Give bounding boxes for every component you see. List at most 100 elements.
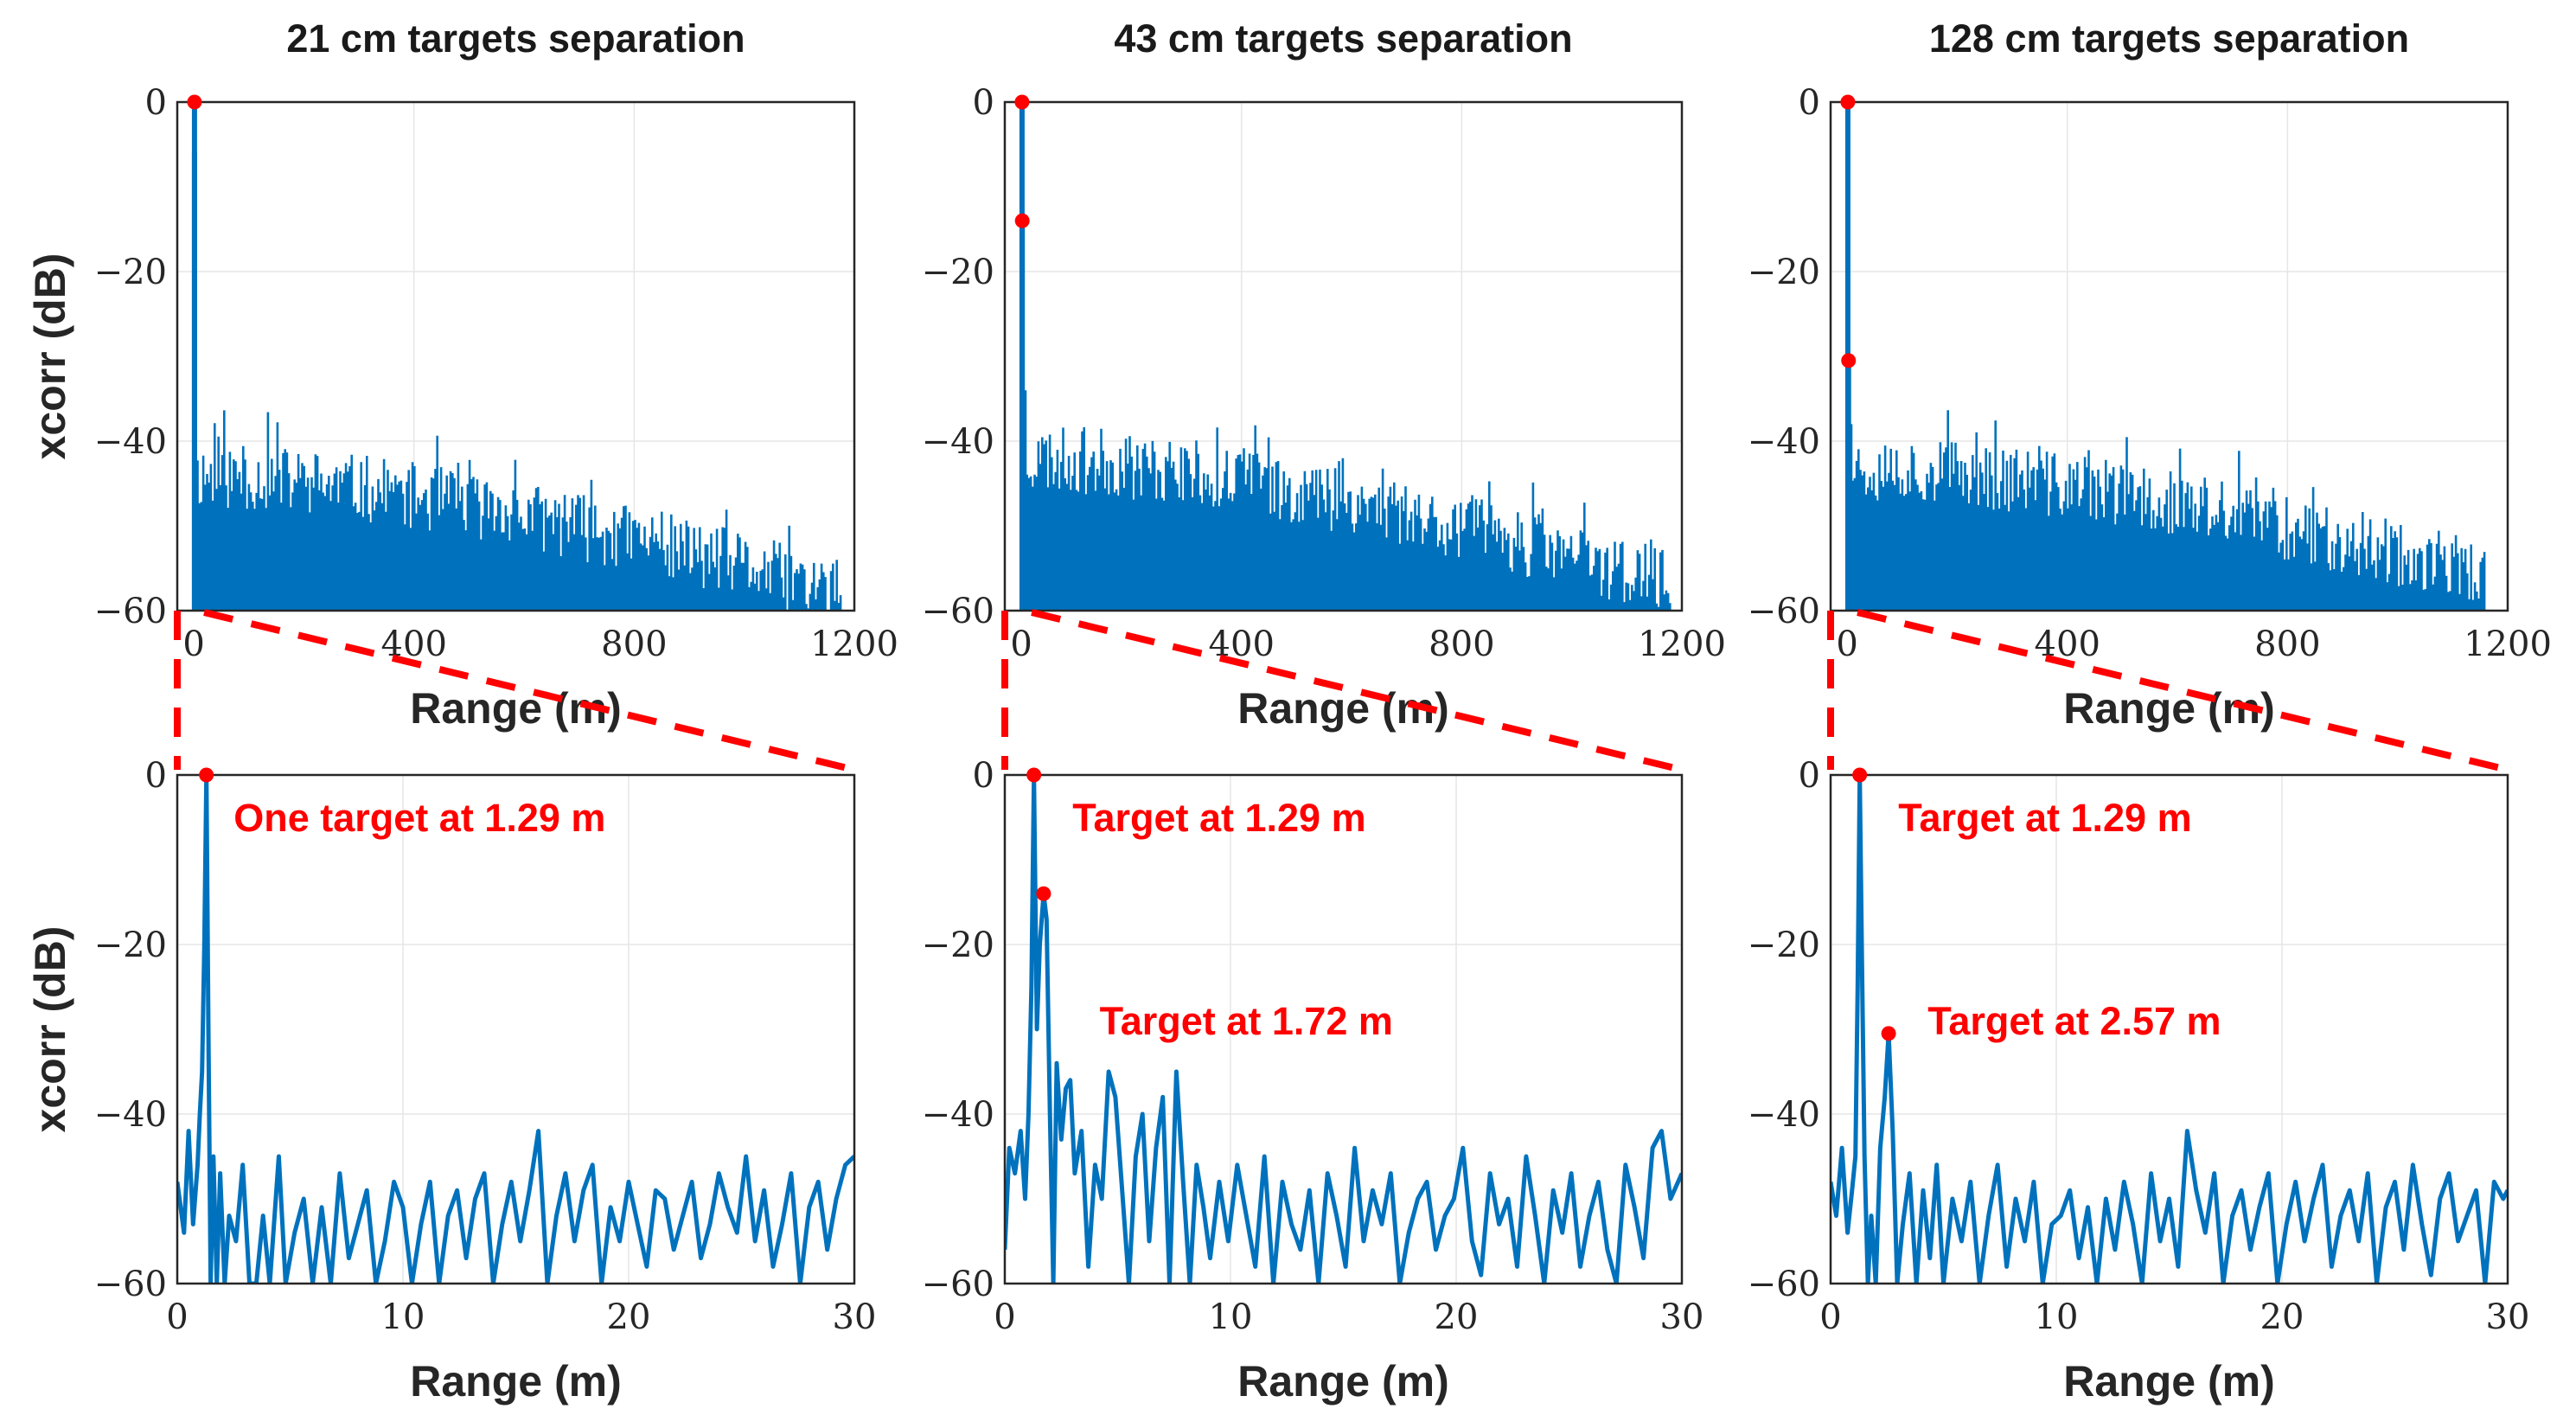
peak-marker [1881,1026,1896,1041]
x-tick-label: 30 [833,1297,877,1337]
y-tick-label: −60 [94,592,167,631]
y-tick-label: −40 [1748,1095,1820,1135]
x-tick-label: 400 [1209,624,1275,664]
axes-frame [1003,100,1684,612]
peak-marker [1852,767,1868,783]
axes-frame [1829,773,2509,1285]
target-annotation: Target at 1.29 m [1072,796,1365,840]
x-tick-label: 0 [1836,624,1857,664]
zoom-line-right [203,609,855,773]
x-tick-label: 800 [601,624,667,664]
series-group [177,772,854,1284]
y-tick-label: −20 [94,925,167,965]
xcorr-series-line [177,772,854,1284]
y-tick-label: −40 [922,1095,994,1135]
axes-frame [176,100,856,612]
x-tick-label: 0 [166,1297,188,1337]
x-tick-label: 400 [2035,624,2100,664]
peak-marker [1026,767,1042,783]
target-annotation: Target at 2.57 m [1927,999,2221,1043]
noise-floor-series [192,410,842,611]
chart-title: 43 cm targets separation [1114,16,1572,61]
x-tick-label: 1200 [1638,624,1726,664]
x-axis-label: Range (m) [1237,1357,1448,1406]
series-group [1005,772,1682,1284]
noise-floor-series [1845,410,2486,611]
x-tick-label: 400 [381,624,447,664]
x-tick-label: 0 [182,624,204,664]
chart-bottom-left: 0 10 20 30 −60 −40 −20 0 Range (m) xcorr (dB) One … [26,756,876,1406]
y-tick-label: 0 [145,83,167,123]
x-tick-label: 1200 [810,624,898,664]
x-tick-label: 20 [1435,1297,1479,1337]
x-tick-label: 10 [381,1297,425,1337]
target-annotation: Target at 1.72 m [1100,999,1393,1043]
peak-marker [1036,886,1051,901]
target-annotation: Target at 1.29 m [1898,796,2191,840]
y-tick-label: −20 [922,253,994,292]
x-tick-label: 20 [2260,1297,2304,1337]
series-group [1831,772,2508,1284]
y-tick-label: −40 [922,422,994,462]
y-tick-label: 0 [973,83,994,123]
y-tick-label: −40 [94,422,167,462]
x-axis-label: Range (m) [2063,1357,2274,1406]
peak-marker [1841,353,1857,368]
y-tick-label: −60 [922,592,994,631]
y-tick-label: 0 [1799,756,1820,796]
zoom-line-right [1857,609,2509,773]
x-tick-label: 1200 [2464,624,2552,664]
y-tick-label: −20 [922,925,994,965]
axes-frame [1003,773,1684,1285]
x-axis-label: Range (m) [410,1357,621,1406]
y-tick-label: −20 [94,253,167,292]
y-tick-label: −60 [922,1265,994,1304]
y-tick-label: −60 [94,1265,167,1304]
zoom-line-right [1031,609,1683,773]
x-tick-label: 30 [1660,1297,1704,1337]
x-tick-label: 0 [1010,624,1032,664]
peak-marker [187,94,202,110]
chart-title: 21 cm targets separation [286,16,745,61]
xcorr-series-line [1831,772,2508,1284]
chart-title: 128 cm targets separation [1929,16,2409,61]
noise-floor-series [1020,425,1672,611]
axes-frame [1829,100,2509,612]
zoom-indicator-lines [174,609,2509,773]
y-axis-label: xcorr (dB) [26,926,74,1133]
y-axis-label: xcorr (dB) [26,253,74,460]
x-tick-label: 0 [994,1297,1015,1337]
x-tick-label: 30 [2486,1297,2530,1337]
y-tick-label: −60 [1748,1265,1820,1304]
series-group [1019,102,1672,611]
y-tick-label: −40 [1748,422,1820,462]
series-group [1844,102,2486,611]
x-tick-label: 0 [1819,1297,1841,1337]
axes-frame [176,773,856,1285]
chart-bottom-middle: 0 10 20 30 −60 −40 −20 0 Range (m) Target at 1.29… [922,756,1704,1406]
y-tick-label: −60 [1748,592,1820,631]
peak-marker [1840,94,1856,110]
peak-marker [1014,94,1030,110]
x-tick-label: 800 [2254,624,2320,664]
xcorr-series-line [1005,772,1682,1284]
series-group [191,102,842,611]
y-tick-label: −20 [1748,925,1820,965]
peak-marker [199,767,214,783]
y-tick-label: 0 [973,756,994,796]
x-tick-label: 20 [607,1297,651,1337]
y-tick-label: 0 [145,756,167,796]
y-tick-label: −40 [94,1095,167,1135]
chart-bottom-right: 0 10 20 30 −60 −40 −20 0 Range (m) Target at 1.29… [1748,756,2530,1406]
target-annotation: One target at 1.29 m [233,796,605,840]
x-tick-label: 800 [1429,624,1494,664]
y-tick-label: 0 [1799,83,1820,123]
x-tick-label: 10 [2035,1297,2079,1337]
y-tick-label: −20 [1748,253,1820,292]
peak-marker [1014,213,1030,228]
x-tick-label: 10 [1209,1297,1253,1337]
